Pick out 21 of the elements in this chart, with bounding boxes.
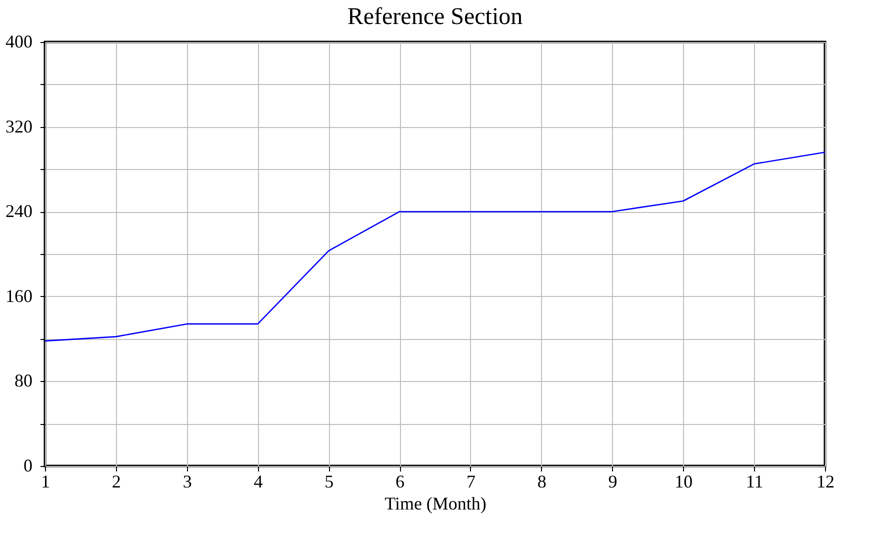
x-tick-label: 4 xyxy=(254,472,263,492)
x-tick-label: 1 xyxy=(41,472,50,492)
line-series xyxy=(44,152,826,342)
x-tick-label: 7 xyxy=(466,472,476,492)
chart-title: Reference Section xyxy=(347,4,523,30)
x-tick-label: 11 xyxy=(746,472,764,492)
y-tick-label: 240 xyxy=(6,201,32,222)
x-tick-label: 6 xyxy=(396,472,405,492)
x-tick-label: 12 xyxy=(816,472,834,492)
y-tick-label: 400 xyxy=(6,32,32,52)
x-tick-label: 5 xyxy=(324,472,334,492)
x-axis-title: Time (Month) xyxy=(384,494,486,514)
x-tick-label: 2 xyxy=(112,472,121,492)
x-tick-label: 3 xyxy=(182,472,192,492)
y-tick-label: 80 xyxy=(14,370,32,391)
y-tick-label: 320 xyxy=(6,116,32,136)
y-tick-label: 0 xyxy=(24,456,32,476)
y-tick-label: 160 xyxy=(6,286,32,306)
x-tick-label: 10 xyxy=(674,472,693,492)
x-tick-label: 8 xyxy=(537,472,546,492)
x-tick-label: 9 xyxy=(608,472,618,492)
